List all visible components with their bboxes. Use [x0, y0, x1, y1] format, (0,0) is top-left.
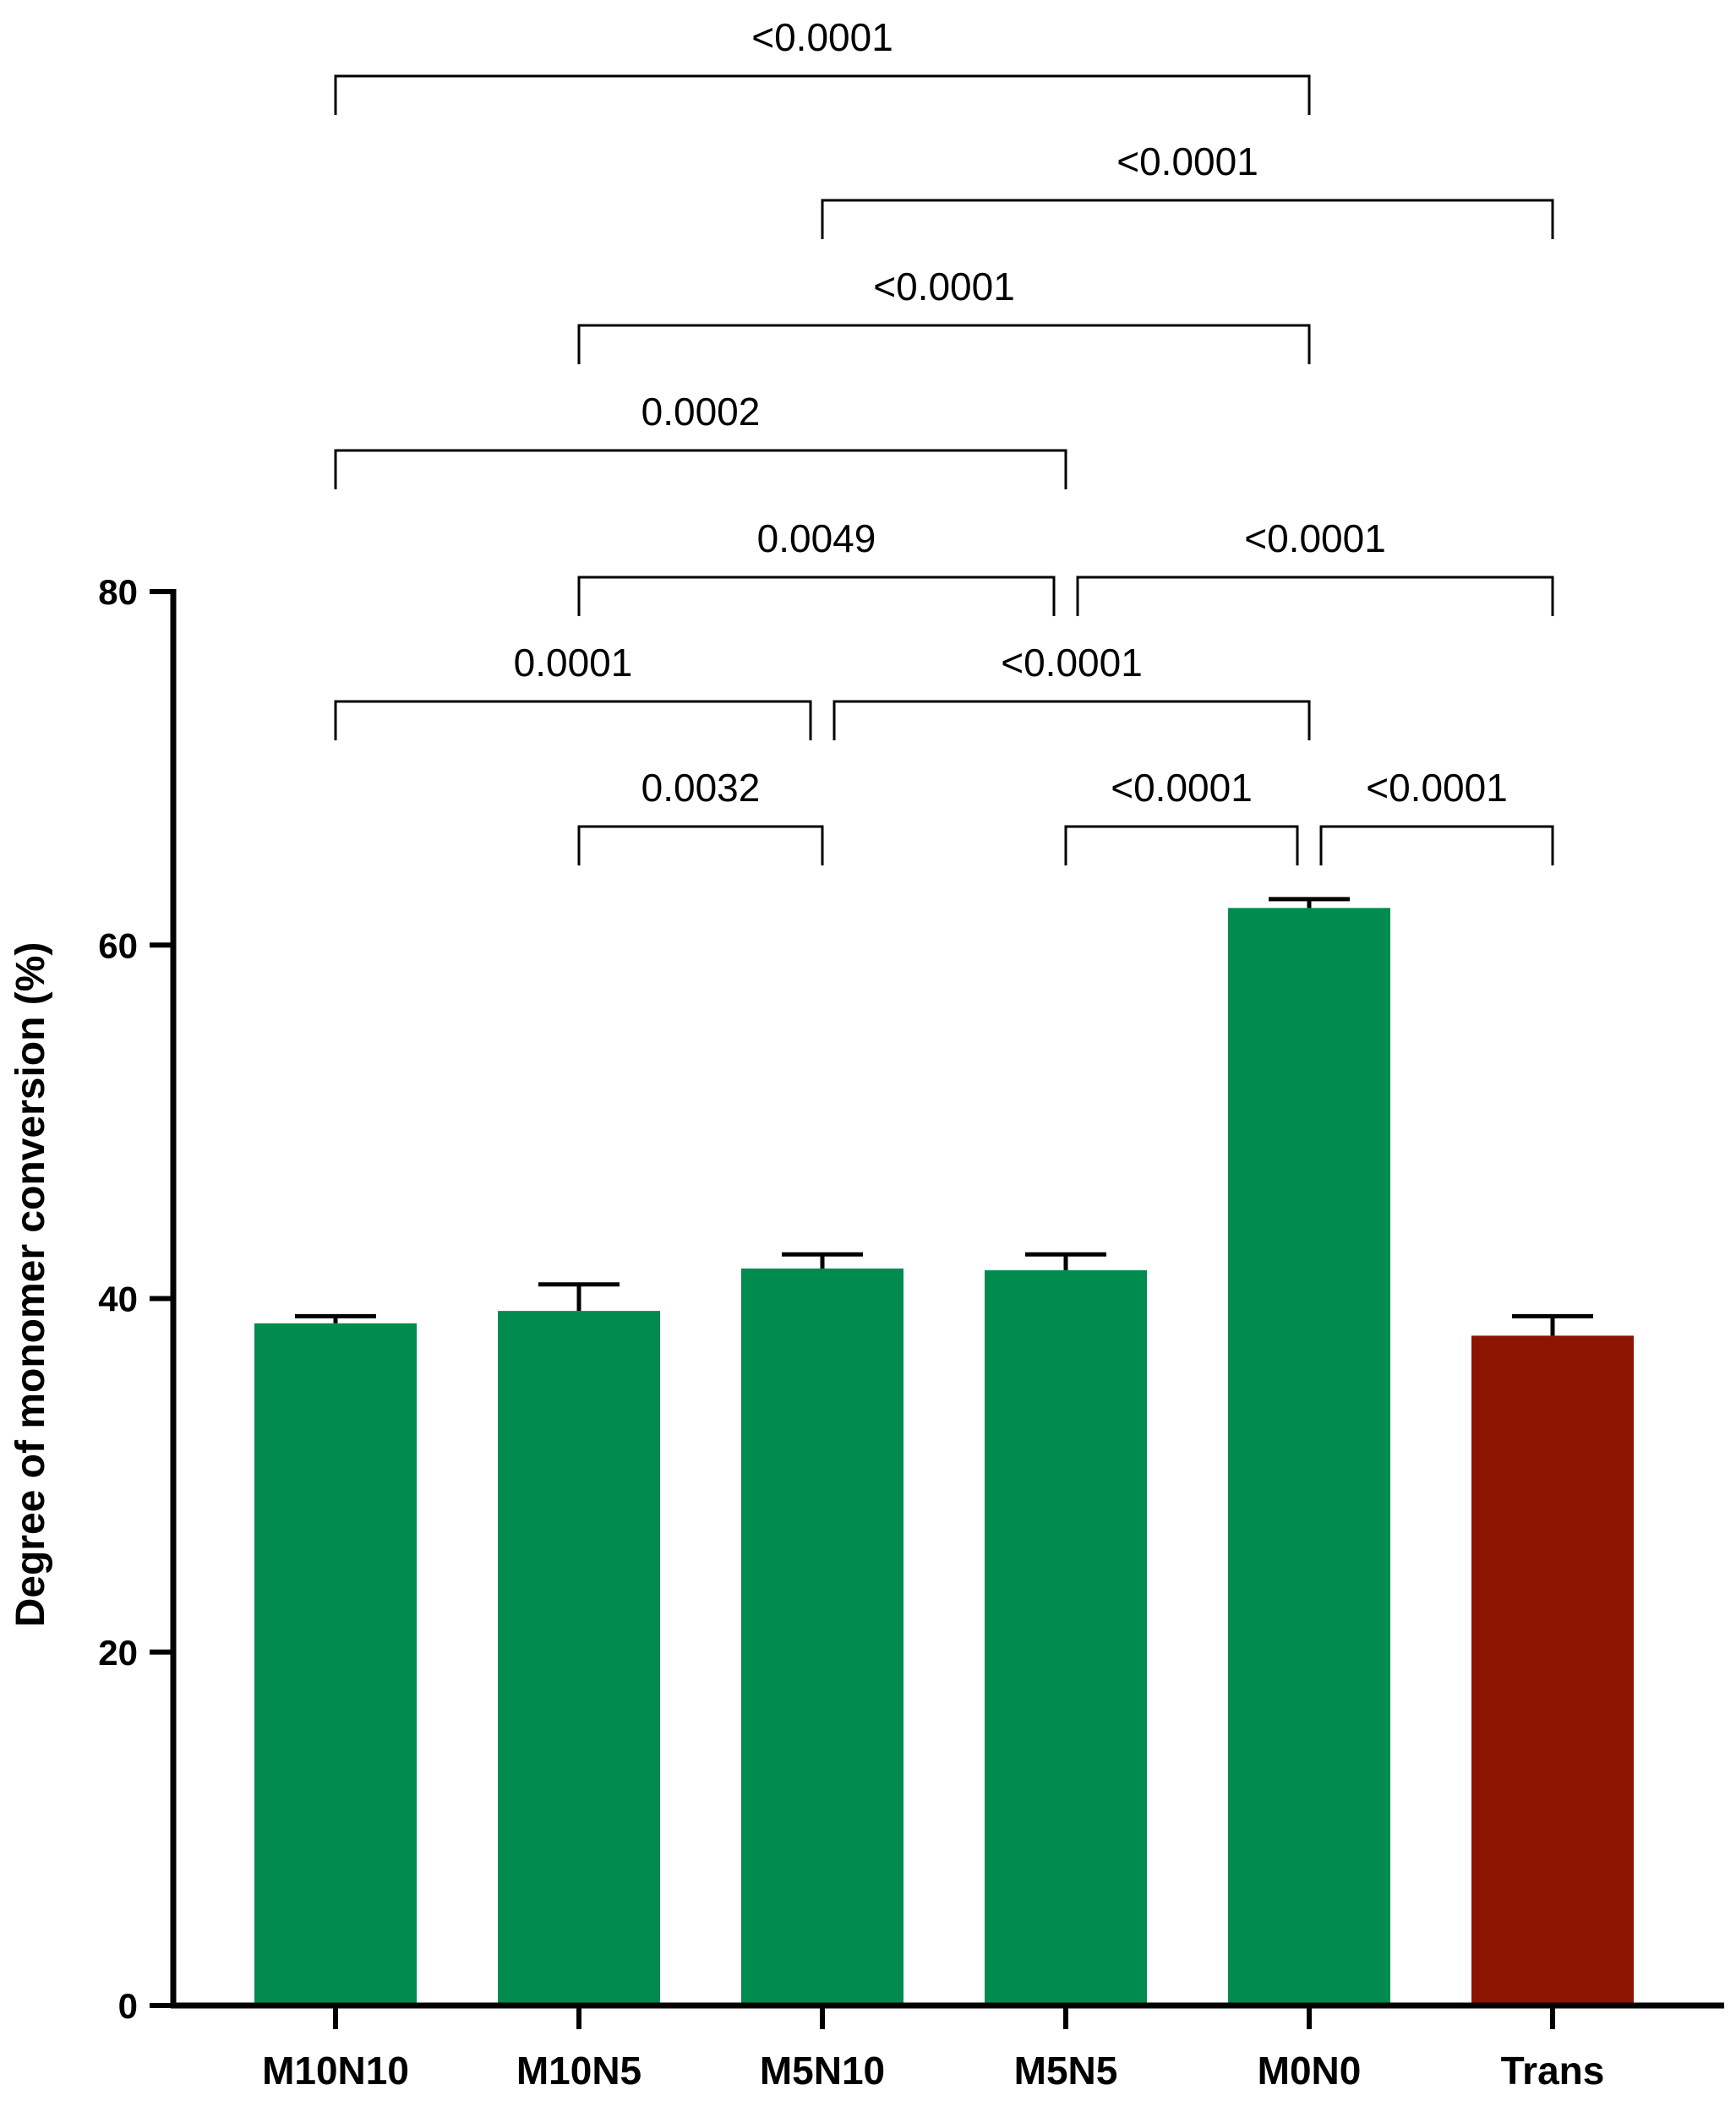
- p-value-label: <0.0001: [873, 265, 1015, 308]
- significance-bracket: [833, 700, 1311, 740]
- significance-bracket: [1064, 825, 1299, 865]
- bar-M10N5: [498, 1311, 660, 2006]
- x-tick-label-Trans: Trans: [1501, 2049, 1605, 2093]
- significance-bracket: [821, 199, 1554, 239]
- p-value-label: <0.0001: [1244, 516, 1386, 560]
- p-value-label: <0.0001: [751, 15, 893, 59]
- x-tick-label-M5N10: M5N10: [760, 2049, 885, 2093]
- x-tick-label-M0N0: M0N0: [1258, 2049, 1362, 2093]
- bar-M10N10: [254, 1323, 417, 2006]
- p-value-label: <0.0001: [1116, 139, 1258, 183]
- axes: 0 20 40 60 80 M10N10 M10N5 M5N10 M5N5 M0N0 Trans: [98, 572, 1724, 2093]
- y-tick-label-80: 80: [98, 572, 138, 612]
- bar-M0N0: [1228, 908, 1390, 2006]
- p-value-label: <0.0001: [1001, 641, 1143, 685]
- significance-brackets: <0.0001 <0.0001 <0.0001 0.0002 0.0049 <0.0001…: [334, 15, 1554, 865]
- significance-bracket: [334, 449, 1067, 489]
- bar-Trans: [1471, 1335, 1634, 2006]
- x-tick-label-M10N10: M10N10: [262, 2049, 409, 2093]
- p-value-label: <0.0001: [1111, 766, 1253, 810]
- y-tick-label-0: 0: [118, 1986, 138, 2026]
- significance-bracket: [577, 825, 824, 865]
- significance-bracket: [577, 324, 1311, 364]
- p-value-label: 0.0049: [757, 516, 876, 560]
- p-value-label: <0.0001: [1366, 766, 1508, 810]
- p-value-label: 0.0032: [641, 766, 761, 810]
- p-value-label: 0.0001: [514, 641, 633, 685]
- y-axis-title: Degree of monomer conversion (%): [8, 942, 53, 1628]
- significance-bracket: [577, 576, 1056, 616]
- x-tick-label-M5N5: M5N5: [1014, 2049, 1118, 2093]
- significance-bracket: [1076, 576, 1554, 616]
- significance-bracket: [334, 700, 812, 740]
- bar-M5N5: [985, 1270, 1147, 2006]
- y-tick-label-20: 20: [98, 1633, 138, 1673]
- y-tick-label-40: 40: [98, 1280, 138, 1319]
- bars: [254, 897, 1634, 2006]
- significance-bracket: [334, 74, 1311, 115]
- bar-M5N10: [741, 1268, 903, 2006]
- p-value-label: 0.0002: [641, 390, 761, 434]
- significance-bracket: [1319, 825, 1554, 865]
- y-tick-label-60: 60: [98, 925, 138, 965]
- x-tick-label-M10N5: M10N5: [516, 2049, 641, 2093]
